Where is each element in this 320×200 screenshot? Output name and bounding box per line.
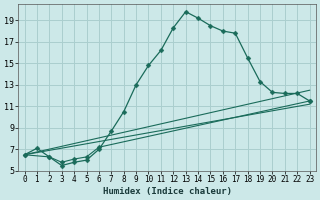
X-axis label: Humidex (Indice chaleur): Humidex (Indice chaleur) — [103, 187, 232, 196]
